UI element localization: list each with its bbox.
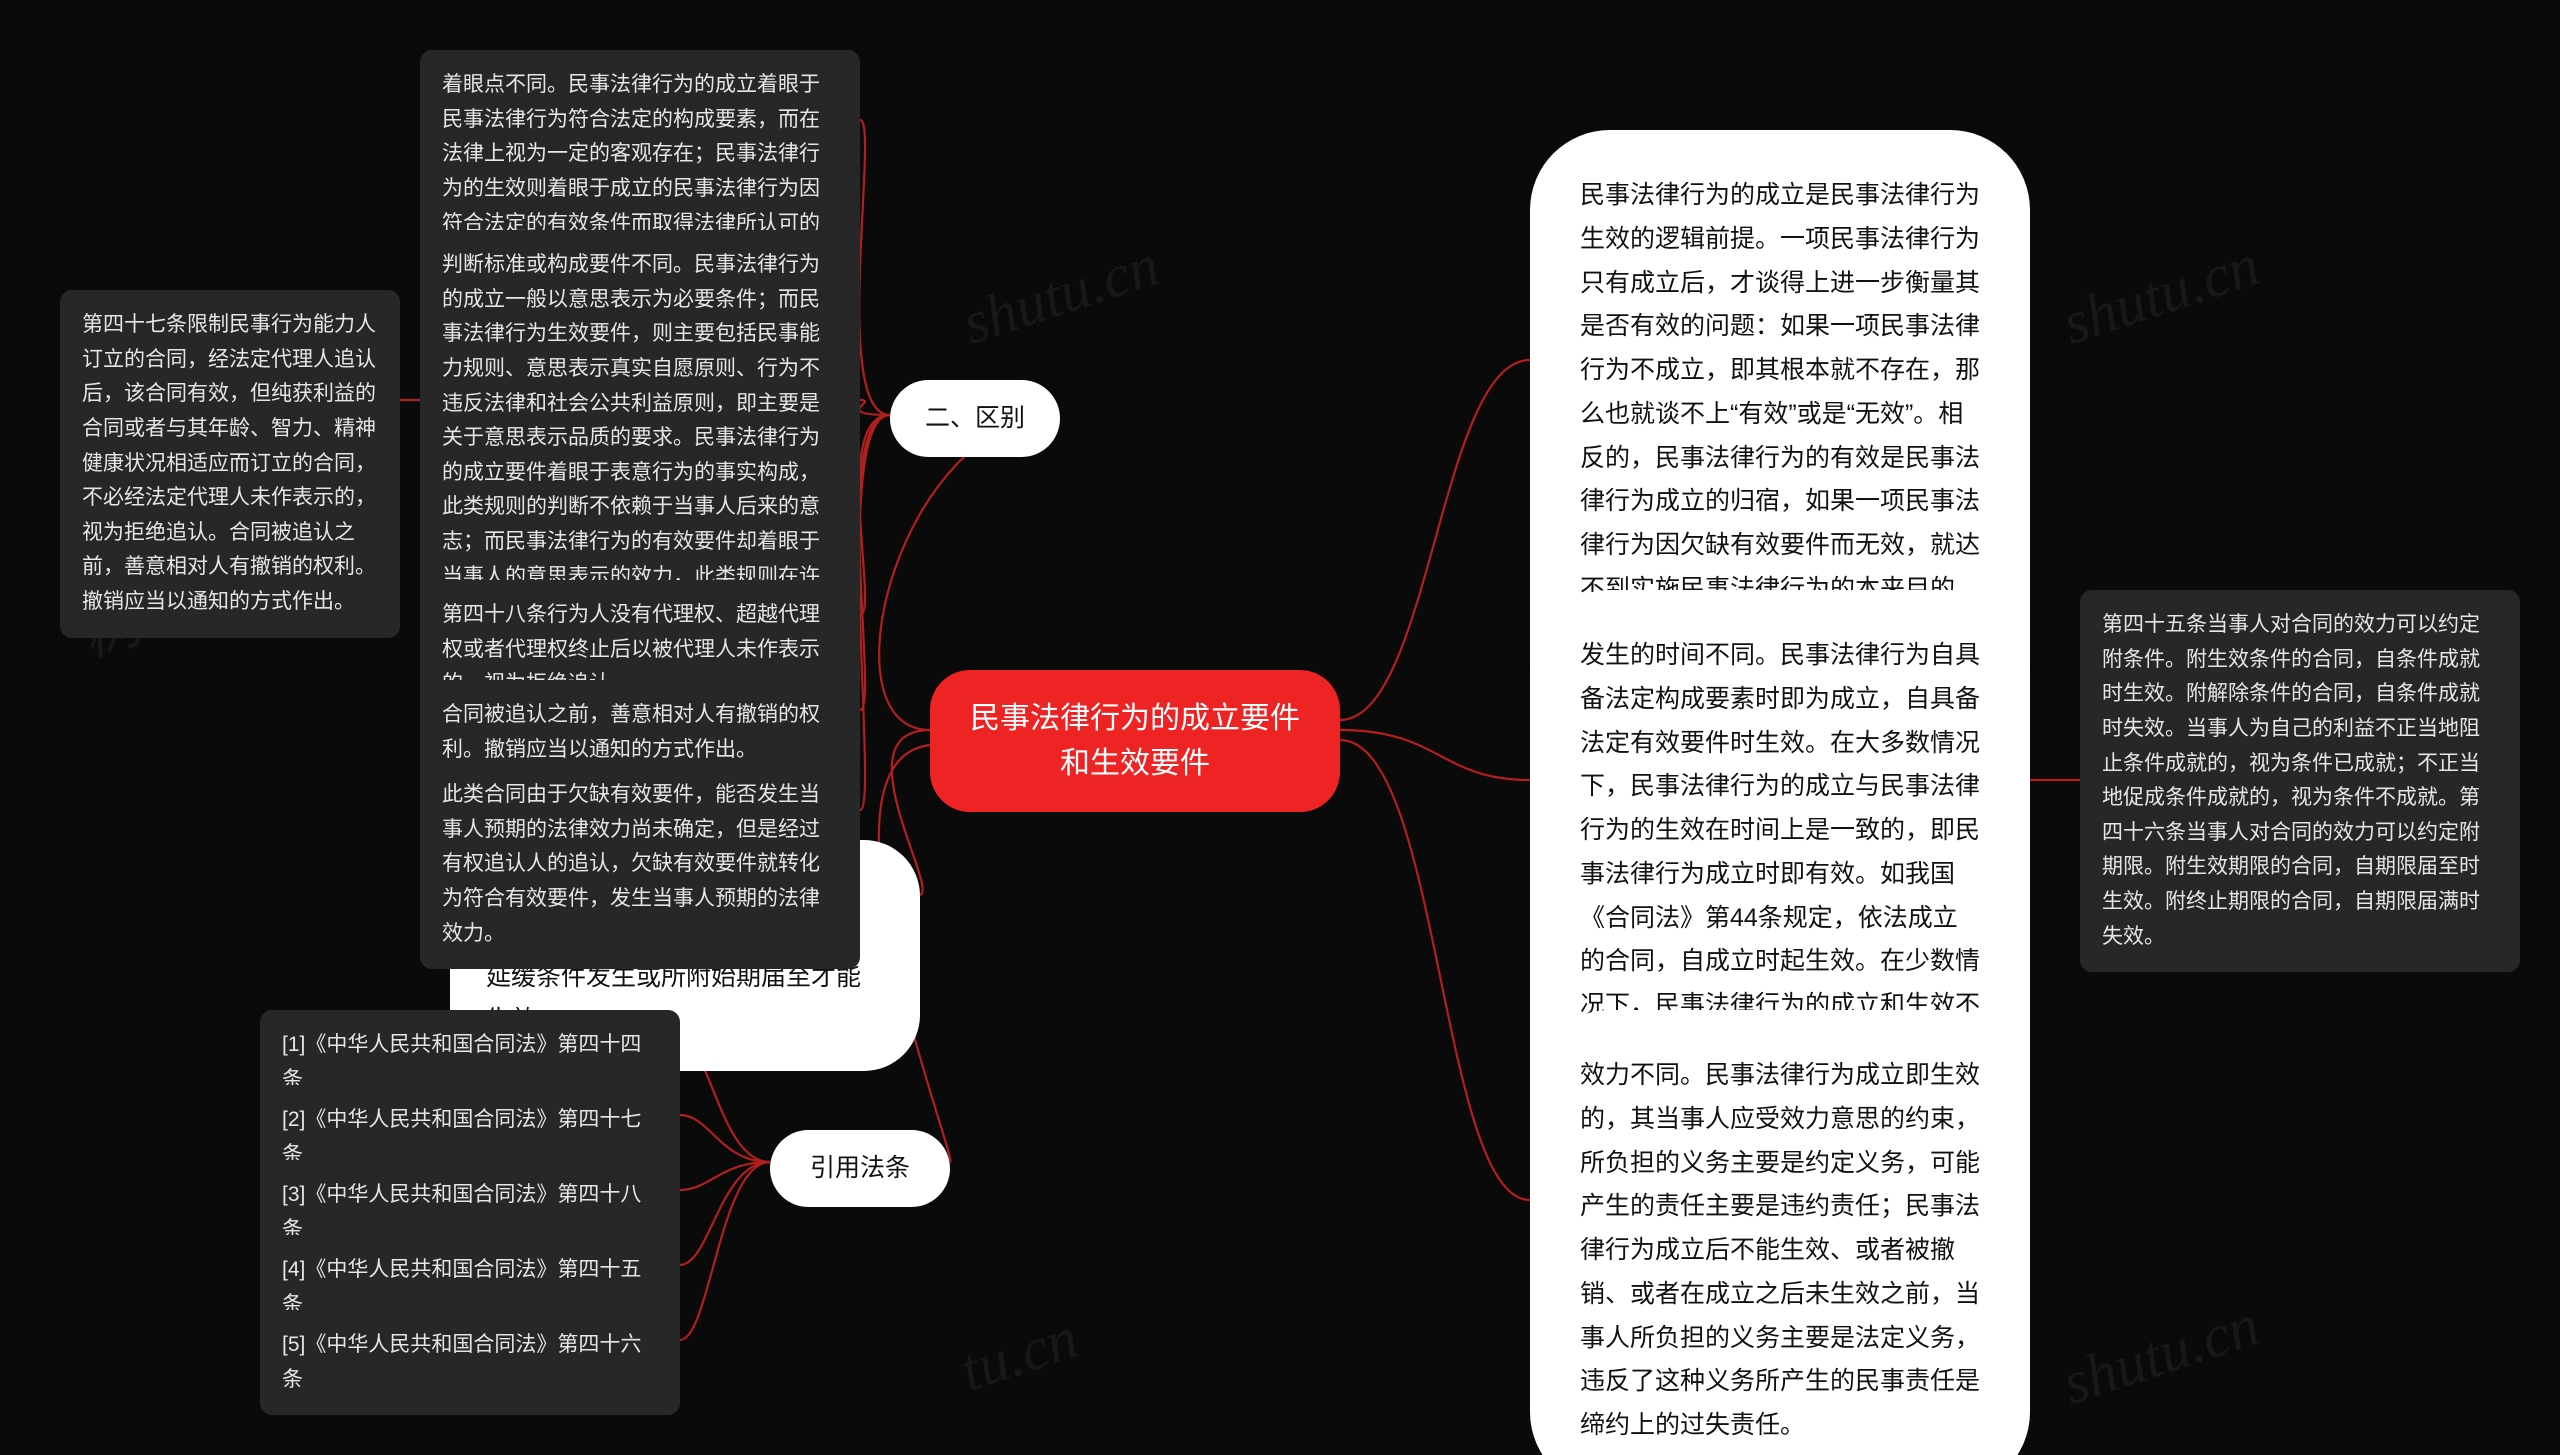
qubie-node-5[interactable]: 此类合同由于欠缺有效要件，能否发生当事人预期的法律效力尚未确定，但是经过有权追认… [420, 760, 860, 969]
right-node-2-extra-text: 第四十五条当事人对合同的效力可以约定附条件。附生效条件的合同，自条件成就时生效。… [2102, 613, 2480, 948]
law-2-text: [2]《中华人民共和国合同法》第四十七条 [282, 1108, 641, 1166]
law-5[interactable]: [5]《中华人民共和国合同法》第四十六条 [260, 1310, 680, 1415]
branch-laws[interactable]: 引用法条 [770, 1130, 950, 1207]
law-5-text: [5]《中华人民共和国合同法》第四十六条 [282, 1333, 641, 1391]
center-line2: 和生效要件 [1060, 747, 1210, 780]
right-node-3[interactable]: 效力不同。民事法律行为成立即生效的，其当事人应受效力意思的约束，所负担的义务主要… [1530, 1010, 2030, 1455]
branch-qubie[interactable]: 二、区别 [890, 380, 1060, 457]
right-node-3-text: 效力不同。民事法律行为成立即生效的，其当事人应受效力意思的约束，所负担的义务主要… [1580, 1061, 1980, 1439]
qubie-node-2-extra-text: 第四十七条限制民事行为能力人订立的合同，经法定代理人追认后，该合同有效，但纯获利… [82, 313, 376, 613]
law-3-text: [3]《中华人民共和国合同法》第四十八条 [282, 1183, 641, 1241]
watermark: shutu.cn [2054, 1291, 2267, 1419]
qubie-node-2-extra[interactable]: 第四十七条限制民事行为能力人订立的合同，经法定代理人追认后，该合同有效，但纯获利… [60, 290, 400, 638]
watermark: tu.cn [952, 1303, 1086, 1405]
qubie-node-4-text: 合同被追认之前，善意相对人有撤销的权利。撤销应当以通知的方式作出。 [442, 703, 820, 761]
right-node-2-extra[interactable]: 第四十五条当事人对合同的效力可以约定附条件。附生效条件的合同，自条件成就时生效。… [2080, 590, 2520, 972]
center-line1: 民事法律行为的成立要件 [970, 702, 1300, 735]
law-4-text: [4]《中华人民共和国合同法》第四十五条 [282, 1258, 641, 1316]
branch-laws-label: 引用法条 [810, 1154, 910, 1182]
mindmap-canvas: shutu.cn shutu.cn tu.cn 树 shutu.cn 民事法律行… [0, 0, 2560, 1455]
qubie-node-5-text: 此类合同由于欠缺有效要件，能否发生当事人预期的法律效力尚未确定，但是经过有权追认… [442, 783, 820, 945]
watermark: shutu.cn [954, 231, 1167, 359]
center-topic[interactable]: 民事法律行为的成立要件 和生效要件 [930, 670, 1340, 812]
law-1-text: [1]《中华人民共和国合同法》第四十四条 [282, 1033, 641, 1091]
watermark: shutu.cn [2054, 231, 2267, 359]
branch-qubie-label: 二、区别 [925, 404, 1025, 432]
